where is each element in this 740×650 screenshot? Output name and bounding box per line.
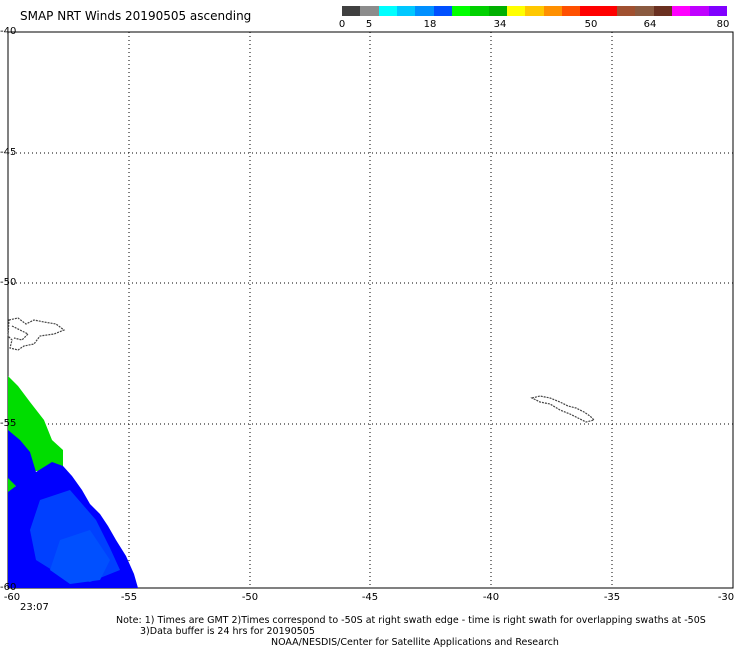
lon-label: -35 — [603, 592, 621, 603]
colorbar-segment — [342, 6, 361, 16]
colorbar-segment — [708, 6, 727, 16]
colorbar-segment — [360, 6, 379, 16]
swath-blue-band — [50, 530, 110, 584]
wind-speed-colorbar — [342, 6, 727, 16]
wind-swath — [8, 376, 138, 588]
lat-label: -50 — [0, 277, 17, 288]
colorbar-segment — [506, 6, 526, 16]
colorbar-segment — [451, 6, 471, 16]
colorbar-tick: 64 — [643, 19, 657, 30]
colorbar-segment — [671, 6, 691, 16]
lon-label: -55 — [120, 592, 138, 603]
credit-line: NOAA/NESDIS/Center for Satellite Applica… — [271, 637, 559, 648]
colorbar-segment — [653, 6, 672, 16]
colorbar-segment — [488, 6, 507, 16]
coastlines — [7, 317, 596, 423]
graticule — [8, 32, 733, 588]
colorbar-segment — [543, 6, 562, 16]
lon-label: -60 — [3, 592, 21, 603]
colorbar-segment — [580, 6, 599, 16]
colorbar-segment — [598, 6, 617, 16]
lon-label: -40 — [482, 592, 500, 603]
colorbar-segment — [525, 6, 544, 16]
colorbar-segment — [470, 6, 489, 16]
colorbar-segment — [433, 6, 452, 16]
falkland-islands-coast — [11, 325, 30, 341]
lon-label: -50 — [241, 592, 259, 603]
footnote-line-1: Note: 1) Times are GMT 2)Times correspon… — [116, 615, 706, 626]
colorbar-segment — [561, 6, 581, 16]
colorbar-ticks: 0 5 18 34 50 64 80 — [338, 19, 732, 33]
lon-label: -45 — [361, 592, 379, 603]
colorbar-segment — [396, 6, 416, 16]
lat-label: -55 — [0, 418, 17, 429]
lat-label: -40 — [0, 26, 17, 37]
falkland-islands-coast — [7, 317, 66, 351]
footnote-line-2: 3)Data buffer is 24 hrs for 20190505 — [140, 626, 315, 637]
swath-time-label: 23:07 — [20, 602, 49, 613]
lat-label: -45 — [0, 147, 17, 158]
colorbar-tick: 0 — [338, 19, 346, 30]
lon-label: -30 — [717, 592, 735, 603]
south-georgia-coast — [530, 395, 596, 423]
colorbar-segment — [415, 6, 434, 16]
colorbar-tick: 5 — [365, 19, 373, 30]
colorbar-segment — [378, 6, 397, 16]
colorbar-tick: 80 — [716, 19, 730, 30]
colorbar-tick: 18 — [423, 19, 437, 30]
lat-label: -60 — [0, 582, 17, 593]
map-title: SMAP NRT Winds 20190505 ascending — [20, 9, 252, 23]
colorbar-tick: 50 — [584, 19, 598, 30]
colorbar-segment — [635, 6, 654, 16]
colorbar-segment — [616, 6, 636, 16]
colorbar-tick: 34 — [493, 19, 507, 30]
colorbar-segment — [690, 6, 709, 16]
